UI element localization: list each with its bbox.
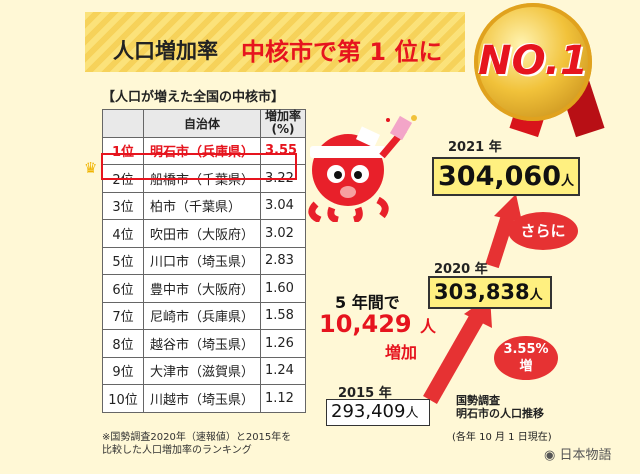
percent-value: 3.55% [503,342,549,357]
population-2020-value: 303,838 [434,280,530,304]
wechat-icon: ◉ [544,448,556,463]
population-2015-unit: 人 [405,406,419,421]
rate-cell: 3.04 [260,191,306,220]
population-2020: 303,838人 [428,276,552,309]
population-2020-unit: 人 [529,288,543,303]
headline-black: 人口増加率 [113,39,218,63]
medal-text: NO.1 [478,38,588,84]
city-cell: 吹田市（大阪府） [143,219,261,248]
city-cell: 川越市（埼玉県） [143,384,261,413]
rate-cell: 2.83 [260,246,306,275]
ranking-table: 自治体 増加率 (%) 1位 明石市（兵庫県） 3.55 2位 船橋市（千葉県） 3.22… [102,109,306,413]
header-city: 自治体 [143,109,261,138]
rate-cell: 3.02 [260,219,306,248]
city-cell: 川口市（埼玉県） [143,246,261,275]
header-banner [85,12,465,72]
header-rate: 増加率 (%) [260,109,306,138]
growth-amount: 10,429 人 [319,310,436,338]
rate-cell: 1.58 [260,301,306,330]
source-note: (各年 10 月 1 日現在) [452,432,552,443]
population-2021: 304,060人 [432,157,580,196]
watermark-text: 日本物語 [559,448,612,463]
rank-cell: 6位 [102,274,144,303]
source-label: 国勢調査 明石市の人口推移 [456,394,544,420]
percent-label: 増 [519,359,533,374]
population-2021-unit: 人 [560,174,574,189]
city-cell: 大津市（滋賀県） [143,356,261,385]
rate-cell: 1.12 [260,384,306,413]
rank-cell: 8位 [102,329,144,358]
watermark: ◉ 日本物語 [544,444,612,463]
table-row: 6位 豊中市（大阪府） 1.60 [102,274,306,303]
city-cell: 豊中市（大阪府） [143,274,261,303]
table-row: 10位 川越市（埼玉県） 1.12 [102,384,306,413]
no1-medal-icon [474,3,592,121]
rate-cell: 1.26 [260,329,306,358]
rank-cell: 9位 [102,356,144,385]
header-rank [102,109,144,138]
growth-label: 増加 [385,343,418,362]
city-cell: 柏市（千葉県） [143,191,261,220]
city-cell: 尼崎市（兵庫県） [143,301,261,330]
population-2015-value: 293,409 [331,401,406,422]
table-row: 8位 越谷市（埼玉県） 1.26 [102,329,306,358]
headline-red: 中核市で第 1 位に [241,38,443,66]
ranking-body: 1位 明石市（兵庫県） 3.55 2位 船橋市（千葉県） 3.22 3位 柏市（千葉県） 3.0… [102,136,306,413]
rate-cell: 1.24 [260,356,306,385]
growth-amount-unit: 人 [419,317,436,336]
crown-icon: ♛ [84,159,98,177]
furthermore-bubble: さらに [508,212,578,250]
rate-cell: 1.60 [260,274,306,303]
table-title: 【人口が増えた全国の中核市】 [102,90,285,105]
city-cell: 越谷市（埼玉県） [143,329,261,358]
table-row: 3位 柏市（千葉県） 3.04 [102,191,306,220]
source-line2: 明石市の人口推移 [456,407,544,420]
rank-cell: 5位 [102,246,144,275]
octopus-mascot-icon [308,115,417,222]
table-row: 7位 尼崎市（兵庫県） 1.58 [102,301,306,330]
table-row: 5位 川口市（埼玉県） 2.83 [102,246,306,275]
year-2015-label: 2015 年 [338,386,392,401]
top-rank-highlight [101,153,297,180]
city-cell: 明石市（兵庫県） [143,136,261,165]
rank-cell: 10位 [102,384,144,413]
population-2021-value: 304,060 [438,161,561,192]
table-header-row: 自治体 増加率 (%) [102,109,306,138]
population-2015: 293,409人 [326,399,430,426]
table-row: 9位 大津市（滋賀県） 1.24 [102,356,306,385]
table-row: 1位 明石市（兵庫県） 3.55 [102,136,306,165]
year-2020-label: 2020 年 [434,262,488,277]
rank-cell: 1位 [102,136,144,165]
table-row: 4位 吹田市（大阪府） 3.02 [102,219,306,248]
source-line1: 国勢調査 [456,394,500,407]
percent-bubble: 3.55% 増 [494,336,558,380]
rank-cell: 7位 [102,301,144,330]
rank-cell: 4位 [102,219,144,248]
growth-period: 5 年間で [335,293,400,312]
table-footnote: ※国勢調査2020年（速報値）と2015年を 比較した人口増加率のランキング [102,432,292,456]
growth-amount-value: 10,429 [319,310,412,338]
growth-arrows [423,194,522,404]
year-2021-label: 2021 年 [448,140,502,155]
rank-cell: 3位 [102,191,144,220]
